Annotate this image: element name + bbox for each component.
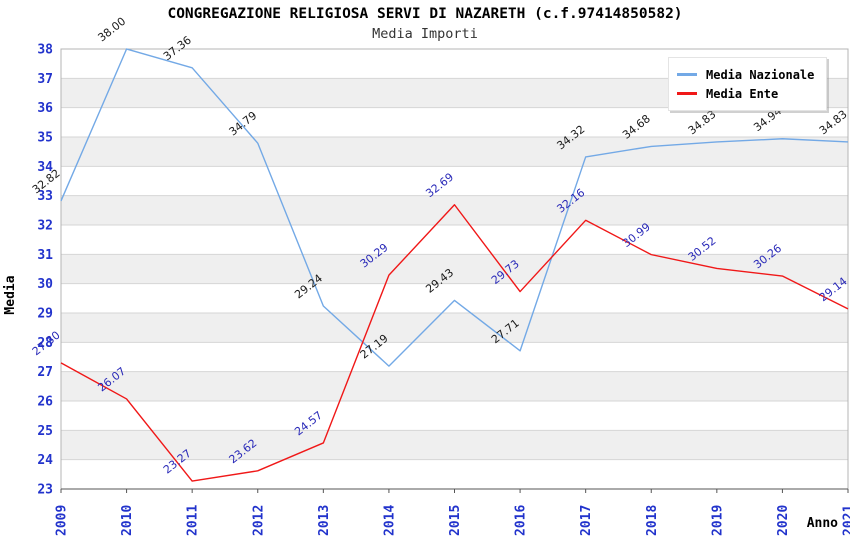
chart-subtitle: Media Importi (372, 26, 478, 42)
svg-text:24: 24 (37, 453, 53, 468)
svg-text:2015: 2015 (448, 505, 463, 536)
svg-text:36: 36 (37, 101, 53, 116)
svg-text:2021: 2021 (842, 505, 850, 536)
svg-text:Anno: Anno (807, 516, 838, 531)
svg-text:35: 35 (37, 131, 53, 146)
svg-text:26: 26 (37, 395, 53, 410)
legend: Media Nazionale Media Ente (668, 57, 828, 111)
svg-text:25: 25 (37, 424, 53, 439)
svg-text:37: 37 (37, 72, 53, 87)
svg-text:29: 29 (37, 307, 53, 322)
svg-text:38.00: 38.00 (95, 15, 128, 45)
svg-text:2011: 2011 (186, 505, 201, 536)
svg-text:30: 30 (37, 277, 53, 292)
svg-text:2013: 2013 (317, 505, 332, 536)
legend-label-media-ente: Media Ente (706, 86, 779, 101)
svg-text:33: 33 (37, 189, 53, 204)
svg-text:31: 31 (37, 248, 53, 263)
svg-text:2010: 2010 (120, 505, 135, 536)
legend-swatch-ente-line-icon (677, 92, 697, 95)
svg-text:27.30: 27.30 (30, 329, 63, 359)
legend-item-media-ente: Media Ente (677, 84, 814, 103)
legend-label-media-nazionale: Media Nazionale (706, 67, 815, 82)
svg-text:23: 23 (37, 483, 53, 498)
svg-text:2018: 2018 (645, 505, 660, 536)
svg-text:32: 32 (37, 219, 53, 234)
svg-text:2019: 2019 (710, 505, 725, 536)
svg-text:2017: 2017 (579, 505, 594, 536)
svg-text:2012: 2012 (251, 505, 266, 536)
svg-text:2014: 2014 (382, 505, 397, 536)
svg-text:38: 38 (37, 43, 53, 58)
svg-text:34: 34 (37, 160, 53, 175)
svg-text:28: 28 (37, 336, 53, 351)
legend-swatch-nazionale-line-icon (677, 73, 697, 76)
chart-title: CONGREGAZIONE RELIGIOSA SERVI DI NAZARET… (167, 6, 683, 22)
svg-text:Media: Media (3, 275, 18, 314)
svg-text:2020: 2020 (776, 505, 791, 536)
svg-text:2016: 2016 (514, 505, 529, 536)
legend-item-media-nazionale: Media Nazionale (677, 65, 814, 84)
svg-text:27: 27 (37, 365, 53, 380)
svg-text:2009: 2009 (55, 505, 70, 536)
